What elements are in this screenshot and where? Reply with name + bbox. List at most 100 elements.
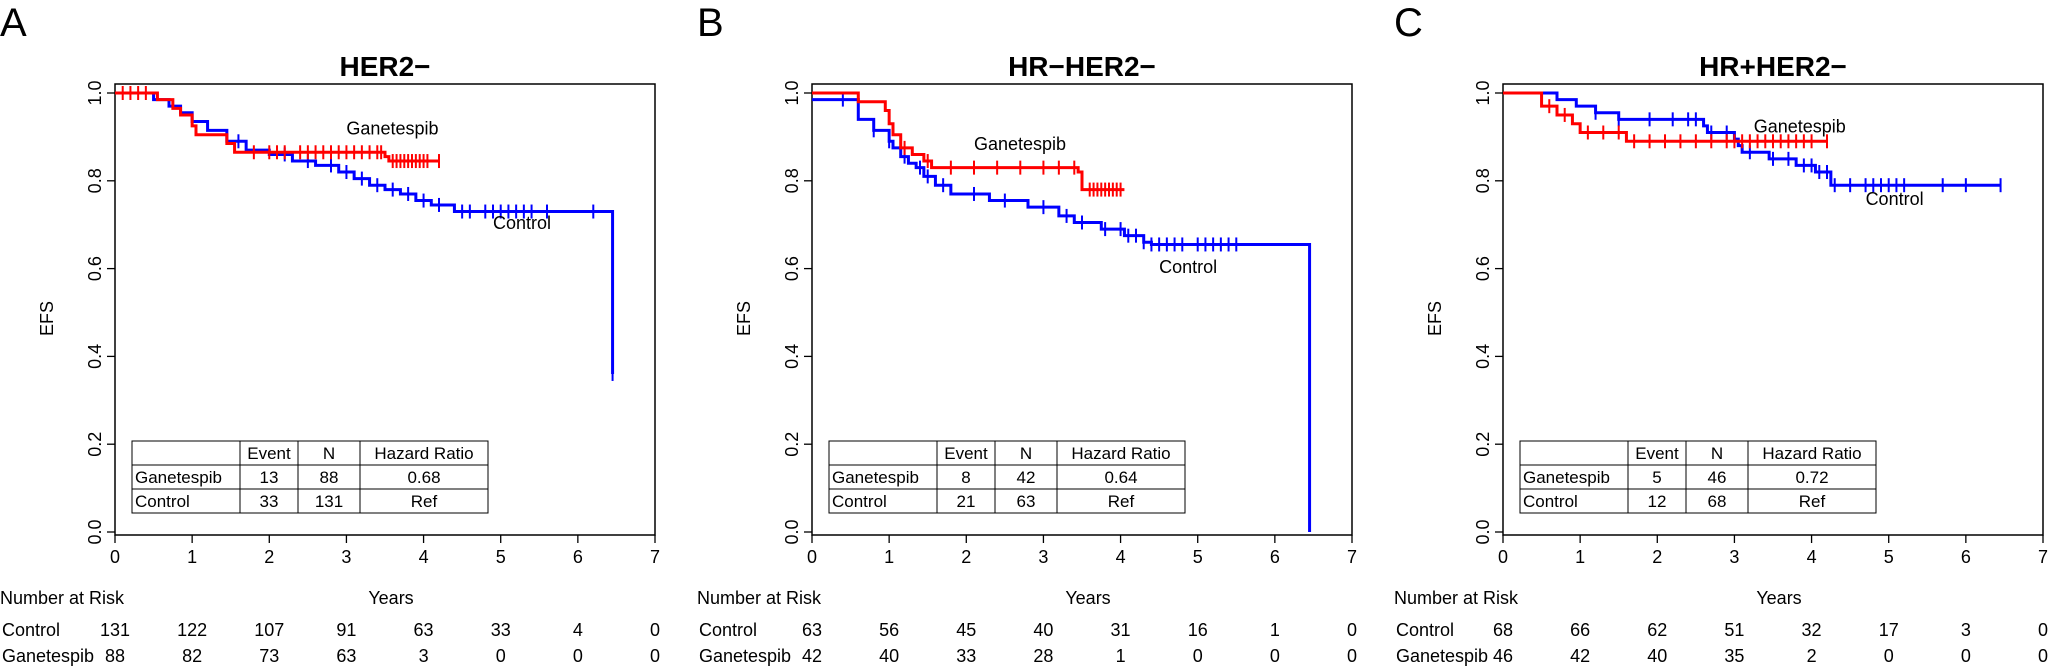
table-cell: 5 — [1652, 468, 1661, 487]
table-cell: 12 — [1648, 492, 1667, 511]
risk-count: 1 — [1116, 646, 1126, 666]
risk-count: 46 — [1493, 646, 1513, 666]
x-tick-label: 4 — [1807, 547, 1817, 567]
table-header: N — [1020, 444, 1032, 463]
plot-frame — [811, 83, 1353, 536]
x-tick-label: 3 — [341, 547, 351, 567]
km-curve-ganetespib — [115, 91, 439, 163]
x-tick-label: 3 — [1038, 547, 1048, 567]
table-header: Event — [247, 444, 291, 463]
risk-count: 56 — [879, 620, 899, 640]
x-tick-label: 0 — [110, 547, 120, 567]
table-cell: 131 — [315, 492, 343, 511]
curve-annotation: Ganetespib — [974, 134, 1066, 154]
table-frame — [131, 440, 489, 514]
risk-count: 51 — [1724, 620, 1744, 640]
risk-count: 42 — [1570, 646, 1590, 666]
risk-count: 0 — [1193, 646, 1203, 666]
table-header: Event — [1635, 444, 1679, 463]
hazard-table: Event N Hazard Ratio Ganetespib 13 88 0.68 Cont… — [131, 440, 489, 514]
table-cell: Control — [135, 492, 190, 511]
risk-title: Number at Risk — [0, 588, 125, 608]
risk-count: 131 — [100, 620, 130, 640]
table-cell: 68 — [1708, 492, 1727, 511]
y-tick-label: 0.0 — [1473, 519, 1493, 544]
risk-count: 91 — [336, 620, 356, 640]
risk-count: 0 — [496, 646, 506, 666]
risk-count: 62 — [1647, 620, 1667, 640]
table-frame — [1519, 440, 1877, 514]
table-header: N — [323, 444, 335, 463]
table-header: N — [1711, 444, 1723, 463]
x-tick-label: 4 — [419, 547, 429, 567]
table-header: Hazard Ratio — [374, 444, 473, 463]
y-tick-label: 1.0 — [1473, 80, 1493, 105]
risk-row-name: Control — [699, 620, 757, 640]
y-tick-label: 0.0 — [85, 519, 105, 544]
y-tick-label: 0.6 — [782, 256, 802, 281]
table-header: Hazard Ratio — [1071, 444, 1170, 463]
curve-annotation: Ganetespib — [346, 119, 438, 139]
curve-annotation: Ganetespib — [1754, 117, 1846, 137]
risk-row-name: Control — [1396, 620, 1454, 640]
x-tick-label: 2 — [1652, 547, 1662, 567]
y-tick-label: 0.2 — [782, 432, 802, 457]
x-axis-label: Years — [1756, 588, 1801, 608]
y-tick-label: 0.6 — [85, 256, 105, 281]
x-tick-label: 2 — [961, 547, 971, 567]
y-tick-label: 0.4 — [782, 344, 802, 369]
risk-count: 63 — [336, 646, 356, 666]
risk-count: 88 — [105, 646, 125, 666]
risk-count: 63 — [414, 620, 434, 640]
risk-count: 66 — [1570, 620, 1590, 640]
table-cell: 46 — [1708, 468, 1727, 487]
risk-count: 42 — [802, 646, 822, 666]
table-cell: 42 — [1017, 468, 1036, 487]
y-tick-label: 1.0 — [782, 80, 802, 105]
km-curve-control — [1503, 91, 2001, 187]
table-cell: 0.64 — [1104, 468, 1137, 487]
plot-frame — [1502, 83, 2044, 536]
risk-count: 35 — [1724, 646, 1744, 666]
x-tick-label: 0 — [1498, 547, 1508, 567]
x-tick-label: 7 — [650, 547, 660, 567]
table-cell: 63 — [1017, 492, 1036, 511]
table-cell: 88 — [320, 468, 339, 487]
hazard-table: Event N Hazard Ratio Ganetespib 8 42 0.64 Contr… — [828, 440, 1186, 514]
risk-title: Number at Risk — [697, 588, 822, 608]
x-tick-label: 4 — [1116, 547, 1126, 567]
risk-count: 0 — [573, 646, 583, 666]
risk-count: 17 — [1879, 620, 1899, 640]
risk-count: 0 — [1347, 646, 1357, 666]
panel-label: A — [0, 1, 27, 45]
y-tick-label: 0.8 — [782, 168, 802, 193]
y-tick-label: 0.6 — [1473, 256, 1493, 281]
km-panel-a: A HER2− 0.0 0.2 0.4 0.6 0.8 1.0 EFS 0 1 2 3 4 5 6 7 Years… — [0, 1, 660, 666]
risk-count: 0 — [1884, 646, 1894, 666]
hazard-table: Event N Hazard Ratio Ganetespib 5 46 0.72 Contr… — [1519, 440, 1877, 514]
risk-count: 0 — [650, 646, 660, 666]
x-tick-label: 6 — [1961, 547, 1971, 567]
risk-count: 1 — [1270, 620, 1280, 640]
risk-row-name: Ganetespib — [1396, 646, 1488, 666]
table-cell: 8 — [961, 468, 970, 487]
risk-title: Number at Risk — [1394, 588, 1519, 608]
x-tick-label: 1 — [884, 547, 894, 567]
x-axis-label: Years — [1065, 588, 1110, 608]
km-curve-control — [115, 91, 615, 374]
table-cell: Control — [1523, 492, 1578, 511]
table-cell: Ganetespib — [832, 468, 919, 487]
x-tick-label: 0 — [807, 547, 817, 567]
table-cell: 0.72 — [1795, 468, 1828, 487]
table-cell: Ganetespib — [135, 468, 222, 487]
x-tick-label: 5 — [1884, 547, 1894, 567]
x-tick-label: 5 — [1193, 547, 1203, 567]
table-cell: 33 — [260, 492, 279, 511]
risk-count: 33 — [491, 620, 511, 640]
curve-annotation: Control — [1866, 189, 1924, 209]
table-cell: Ref — [1108, 492, 1135, 511]
chart-title: HER2− — [339, 51, 430, 82]
risk-count: 0 — [2038, 646, 2048, 666]
y-axis-label: EFS — [37, 301, 57, 336]
